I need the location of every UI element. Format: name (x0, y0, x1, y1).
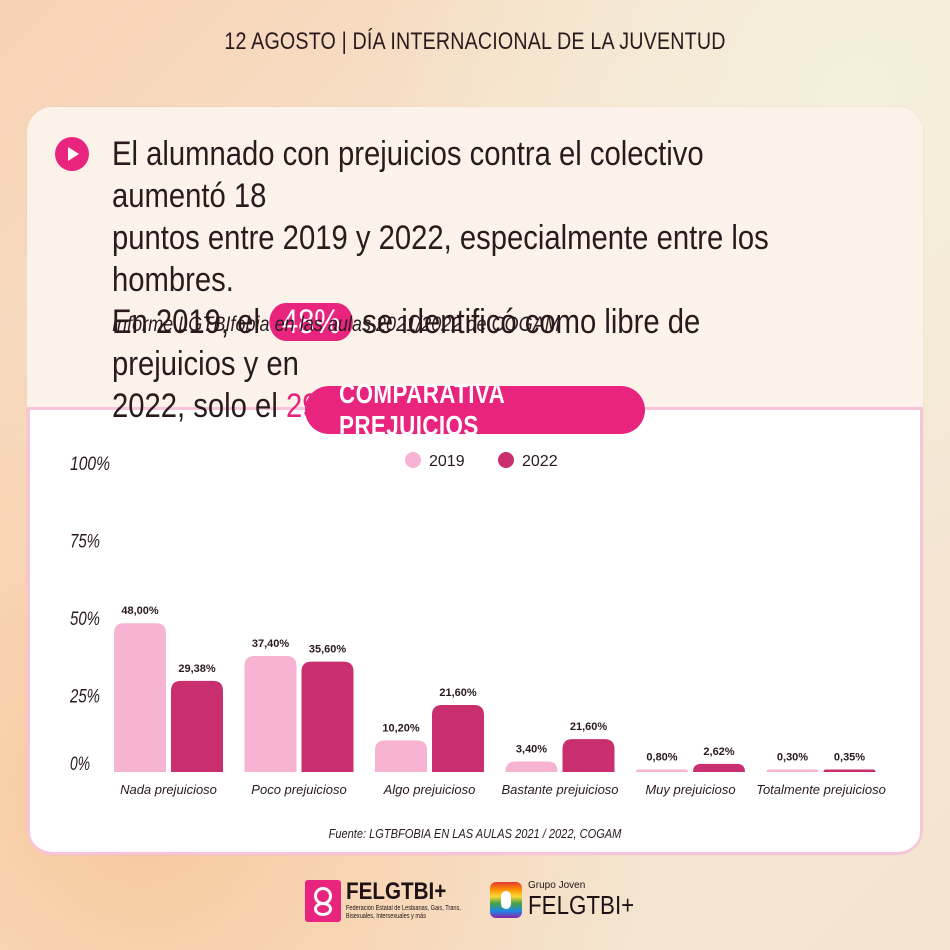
chart-footnote: Fuente: LGTBFOBIA EN LAS AULAS 2021 / 20… (328, 826, 622, 841)
bar-2019-5 (766, 769, 819, 772)
category-label: Algo prejuicioso (383, 782, 476, 797)
bar-2022-2 (432, 705, 484, 772)
chart-title-text: COMPARATIVA PREJUICIOS (339, 378, 505, 441)
intro-text: El alumnado con prejuicios contra el col… (112, 133, 817, 427)
data-label-2019-5: 0,30% (777, 752, 808, 764)
bar-2022-5 (823, 769, 876, 772)
data-label-2019-3: 3,40% (516, 743, 547, 755)
legend-label-2019: 2019 (429, 453, 465, 470)
data-label-2022-1: 35,60% (309, 644, 347, 656)
play-icon (55, 137, 89, 171)
intro-line-3-post: se identificó como libre de prejuicios y… (112, 303, 701, 383)
data-label-2019-0: 48,00% (121, 605, 159, 617)
bar-2019-0 (114, 623, 166, 772)
bar-2022-1 (301, 661, 354, 772)
legend-label-2022: 2022 (522, 453, 558, 470)
y-tick-label: 100% (70, 454, 110, 475)
felgtbi-logo-name: FELGTBI+ (346, 878, 447, 905)
data-label-2022-5: 0,35% (834, 752, 865, 764)
legend-marker-2019 (405, 452, 421, 468)
bar-2019-3 (505, 761, 558, 772)
bar-2022-4 (693, 763, 745, 772)
y-tick-label: 25% (69, 687, 100, 708)
category-label: Totalmente prejuicioso (756, 782, 886, 797)
grupo-joven-logo: Grupo Joven FELGTBI+ (490, 880, 650, 925)
rainbow-figure-icon (490, 882, 522, 918)
bar-2022-3 (562, 739, 615, 772)
bar-2019-2 (375, 740, 427, 772)
y-tick-label: 50% (70, 609, 100, 630)
data-label-2019-1: 37,40% (252, 638, 290, 650)
chart-title: COMPARATIVA PREJUICIOS (305, 378, 645, 441)
data-label-2019-4: 0,80% (646, 752, 677, 764)
source-citation: Informe LGTBIfobia en las aulas 2021/202… (112, 313, 560, 336)
data-label-2022-2: 21,60% (439, 687, 477, 699)
page-header: 12 AGOSTO | DÍA INTERNACIONAL DE LA JUVE… (224, 28, 726, 55)
highlight-2019-pill: 48% (269, 303, 353, 341)
data-label-2022-0: 29,38% (178, 663, 216, 675)
intro-line-2: puntos entre 2019 y 2022, especialmente … (112, 219, 769, 299)
category-label: Bastante prejuicioso (501, 782, 618, 797)
intro-line-3-pre: En 2019, el (112, 303, 260, 341)
category-label: Muy prejuicioso (645, 782, 735, 797)
intro-line-1: El alumnado con prejuicios contra el col… (112, 135, 704, 215)
data-label-2019-2: 10,20% (382, 722, 420, 734)
bar-2022-0 (171, 680, 223, 772)
category-label: Poco prejuicioso (251, 782, 346, 797)
y-tick-label: 0% (70, 754, 90, 775)
felgtbi-logo: FELGTBI+ Federación Estatal de Lesbianas… (305, 878, 465, 925)
intro-panel (27, 107, 923, 407)
grupo-joven-label: Grupo Joven (528, 880, 586, 891)
grupo-joven-name: FELGTBI+ (528, 890, 635, 920)
bar-2019-4 (636, 769, 688, 772)
legend-marker-2022 (498, 452, 514, 468)
felgtbi-logo-subtitle: Federación Estatal de Lesbianas, Gais, T… (346, 905, 461, 920)
data-label-2022-4: 2,62% (703, 746, 734, 758)
intro-line-4-pre: 2022, solo el (112, 387, 278, 425)
bar-2019-1 (244, 656, 297, 772)
category-label: Nada prejuicioso (120, 782, 217, 797)
felgtbi-symbol-icon (305, 880, 341, 922)
data-label-2022-3: 21,60% (570, 721, 608, 733)
y-tick-label: 75% (70, 532, 100, 553)
